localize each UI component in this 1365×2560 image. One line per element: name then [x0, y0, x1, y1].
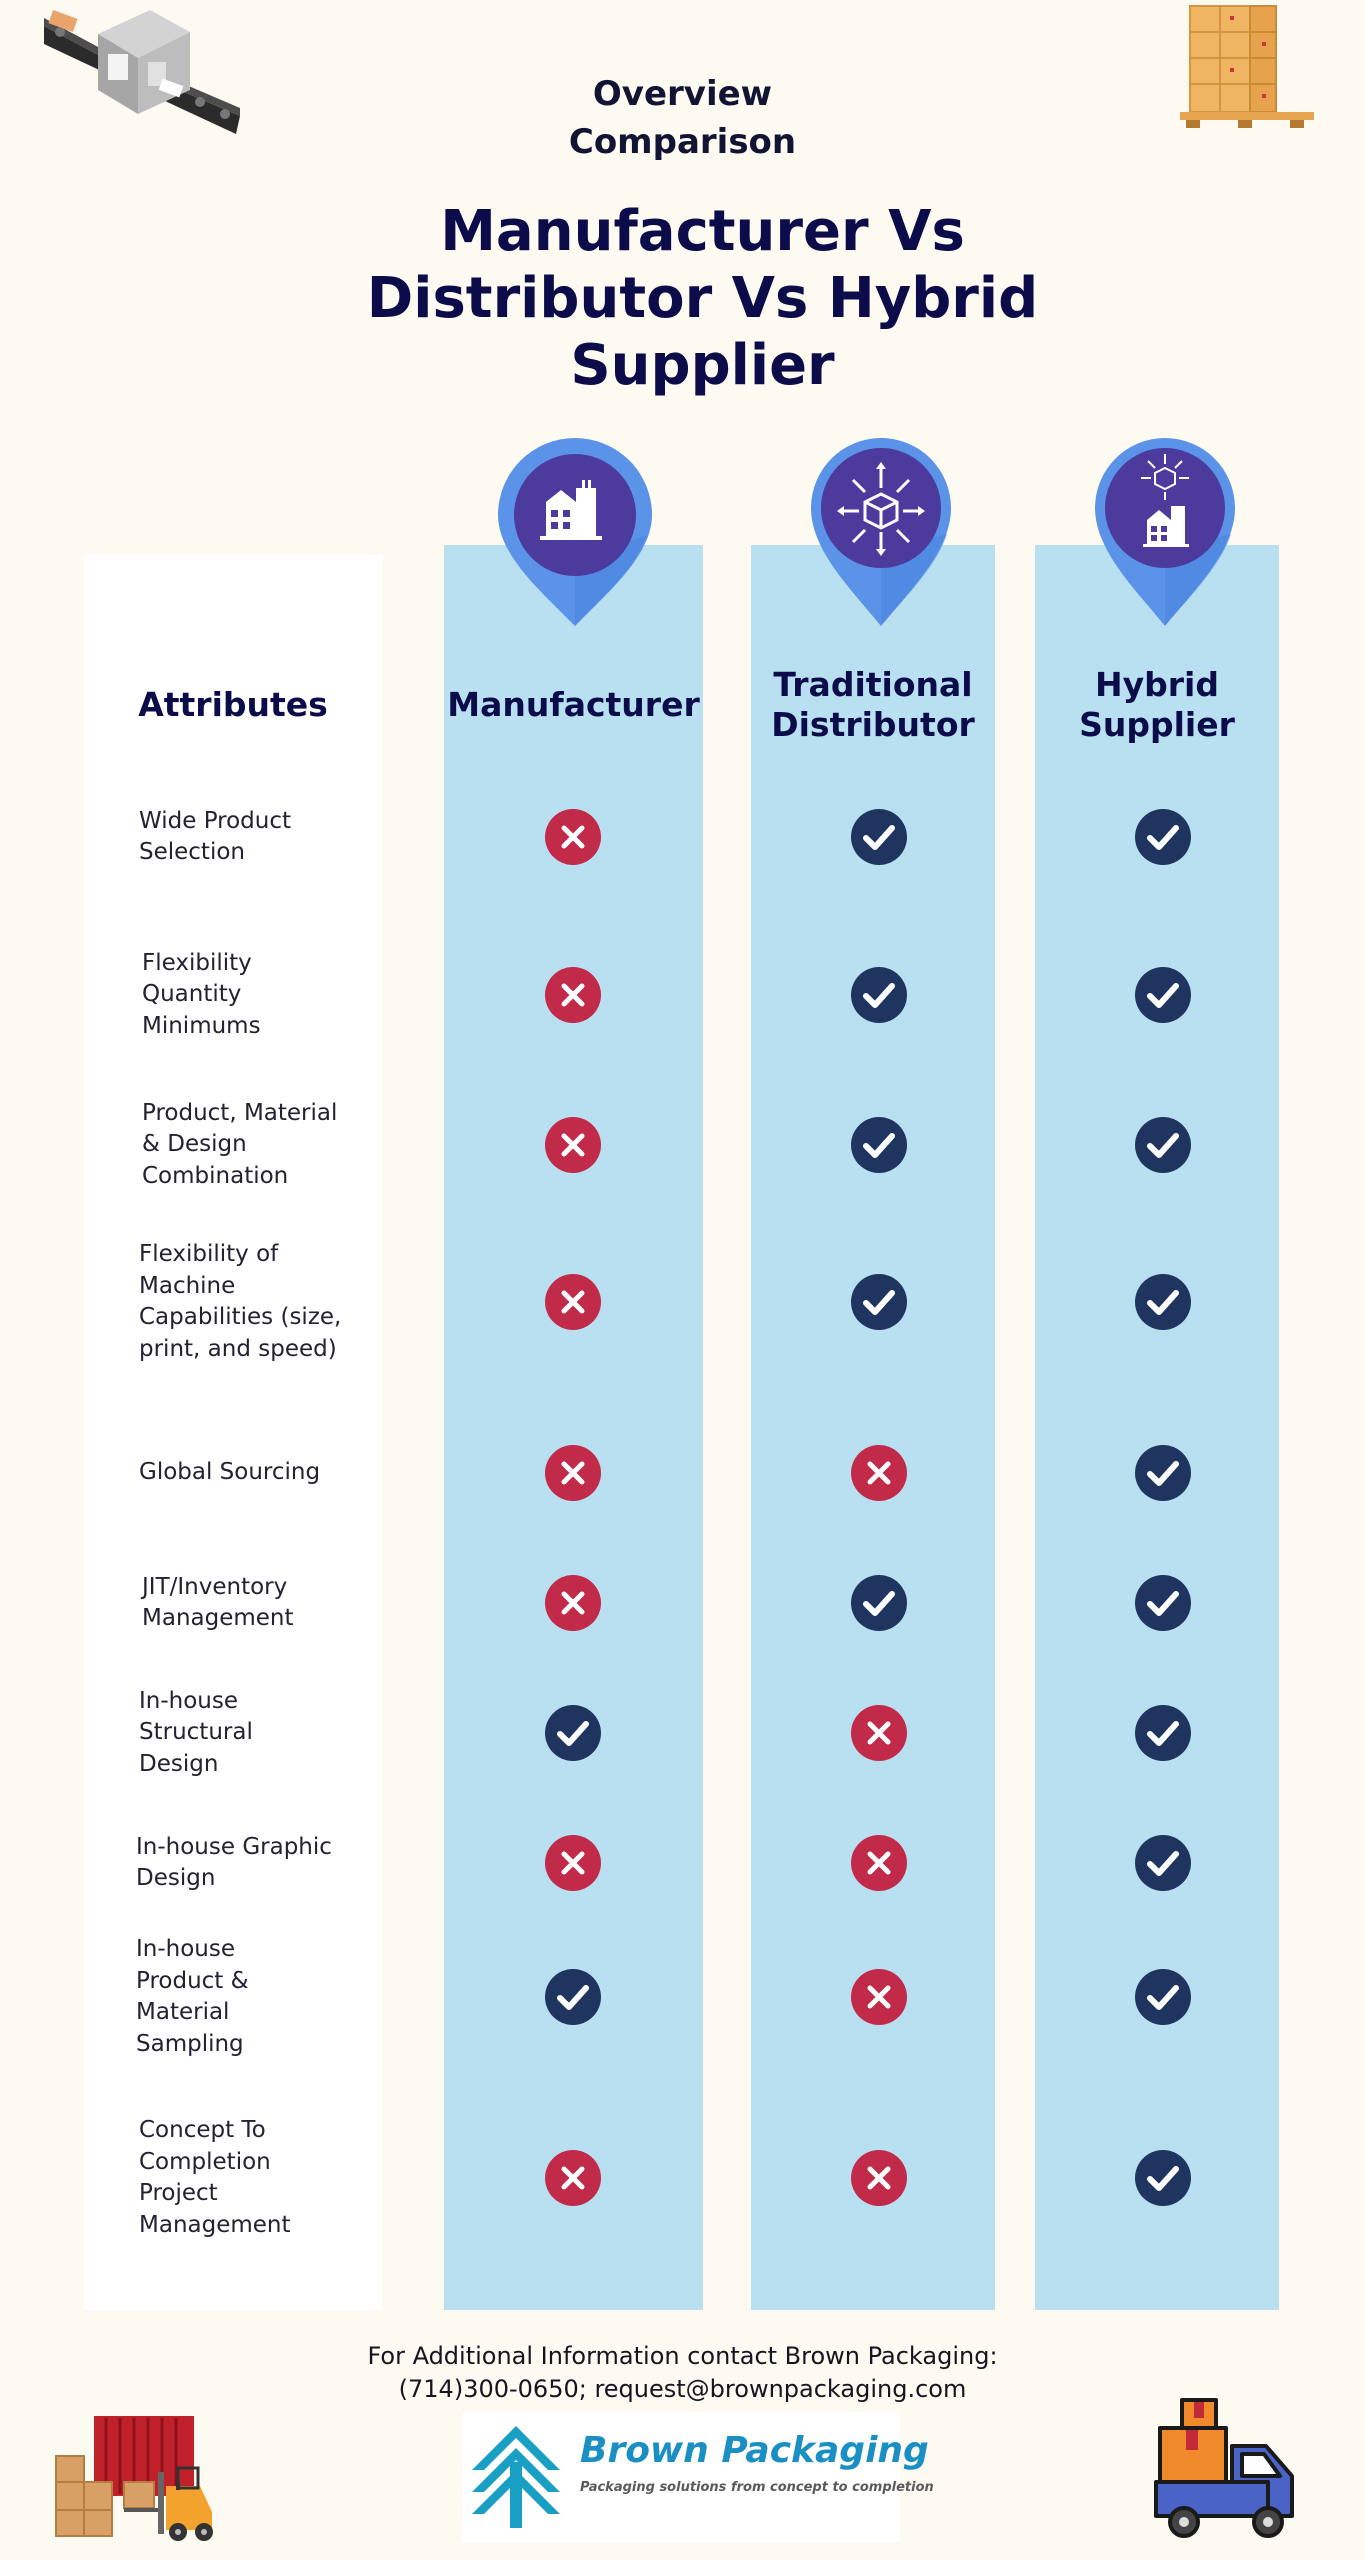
cross-icon: [851, 1445, 907, 1501]
check-icon: [851, 967, 907, 1023]
warehouse-forklift-icon: [55, 2416, 213, 2541]
cross-icon: [851, 2150, 907, 2206]
check-icon: [1135, 2150, 1191, 2206]
attribute-label: Product, Material & Design Combination: [142, 1098, 372, 1193]
attribute-label: In-house Structural Design: [139, 1686, 369, 1781]
title-line: Distributor Vs Hybrid: [366, 266, 1039, 331]
attribute-label-line: Management: [142, 1605, 294, 1631]
cross-icon: [851, 1705, 907, 1761]
attribute-label-line: Wide Product: [139, 807, 292, 834]
attribute-label: Flexibility of Machine Capabilities (size,…: [139, 1239, 369, 1365]
check-icon: [1135, 809, 1191, 865]
attribute-label: Global Sourcing: [139, 1457, 369, 1489]
attribute-label-line: print, and speed): [139, 1335, 337, 1362]
attribute-label-line: Flexibility: [142, 949, 252, 976]
check-icon: [1135, 1969, 1191, 2025]
attribute-label-line: Design: [139, 1750, 219, 1777]
cross-icon: [545, 2150, 601, 2206]
manufacturer-header: Manufacturer: [444, 685, 703, 725]
attribute-label-line: & Design: [142, 1131, 247, 1158]
hybrid-header: Hybrid Supplier: [1035, 665, 1279, 745]
check-icon: [851, 1274, 907, 1330]
attribute-label-line: Product, Material: [142, 1099, 338, 1126]
distribution-box-icon: [809, 436, 953, 628]
cross-icon: [545, 1117, 601, 1173]
check-icon: [545, 1705, 601, 1761]
distributor-header: Traditional Distributor: [751, 665, 995, 745]
attribute-label-line: Combination: [142, 1162, 289, 1189]
attribute-label-line: Product &: [136, 1967, 249, 1994]
attribute-label-line: Project: [139, 2180, 218, 2206]
title-line: Supplier: [570, 333, 835, 398]
attribute-label-line: Completion: [139, 2148, 271, 2175]
attribute-label: Flexibility Quantity Minimums: [142, 948, 372, 1043]
overline-line: Comparison: [568, 122, 797, 162]
attribute-label-line: In-house Graphic: [136, 1833, 332, 1860]
attribute-label-line: Design: [136, 1865, 216, 1891]
cross-icon: [545, 1445, 601, 1501]
attribute-label-line: Global Sourcing: [139, 1459, 321, 1486]
attribute-label-line: Sampling: [136, 2030, 244, 2057]
attribute-label-line: Flexibility of: [139, 1241, 279, 1267]
attribute-label: Wide Product Selection: [139, 806, 369, 869]
check-icon: [1135, 1575, 1191, 1631]
check-icon: [1135, 1835, 1191, 1891]
contact-line: For Additional Information contact Brown…: [367, 2342, 998, 2370]
attribute-label-line: JIT/Inventory: [142, 1573, 288, 1600]
cross-icon: [545, 1274, 601, 1330]
check-icon: [851, 1575, 907, 1631]
header-line: Manufacturer: [447, 685, 700, 724]
check-icon: [1135, 967, 1191, 1023]
title-line: Manufacturer Vs: [440, 199, 965, 264]
check-icon: [1135, 1445, 1191, 1501]
brown-packaging-arrows-logo: [472, 2426, 560, 2528]
overline-line: Overview: [592, 74, 773, 114]
overview-comparison-label: Overview Comparison: [0, 70, 1365, 166]
contact-line: (714)300-0650; request@brownpackaging.co…: [398, 2375, 967, 2403]
attribute-label: Concept To Completion Project Management: [139, 2115, 369, 2241]
attribute-label: In-house Graphic Design: [136, 1832, 366, 1895]
attribute-label-line: In-house: [136, 1936, 236, 1962]
attributes-header: Attributes: [138, 685, 328, 724]
attribute-label-line: Structural: [139, 1719, 253, 1746]
header-line: Hybrid: [1095, 665, 1219, 704]
factory-icon: [496, 436, 654, 628]
check-icon: [545, 1969, 601, 2025]
check-icon: [851, 809, 907, 865]
cross-icon: [545, 1835, 601, 1891]
attribute-label-line: In-house: [139, 1687, 239, 1714]
attribute-label: JIT/Inventory Management: [142, 1572, 372, 1635]
contact-info: For Additional Information contact Brown…: [0, 2340, 1365, 2406]
header-line: Distributor: [771, 705, 975, 744]
check-icon: [851, 1117, 907, 1173]
attribute-label-line: Concept To: [139, 2117, 266, 2143]
check-icon: [1135, 1274, 1191, 1330]
hybrid-supply-icon: [1093, 436, 1237, 628]
cross-icon: [851, 1835, 907, 1891]
check-icon: [1135, 1705, 1191, 1761]
header-line: Traditional: [773, 665, 973, 704]
logo-name: Brown Packaging: [580, 2430, 929, 2471]
pallet-boxes-icon: [1180, 5, 1314, 128]
header-line: Supplier: [1079, 705, 1235, 744]
attribute-label-line: Management: [139, 2211, 291, 2238]
attribute-label-line: Material: [136, 1999, 230, 2025]
attribute-label-line: Quantity: [142, 981, 242, 1008]
cross-icon: [851, 1969, 907, 2025]
attribute-label-line: Machine: [139, 1272, 236, 1299]
cross-icon: [545, 809, 601, 865]
attribute-label-line: Minimums: [142, 1012, 261, 1039]
attribute-label-line: Selection: [139, 839, 245, 865]
brown-packaging-logo: Brown Packaging Packaging solutions from…: [462, 2412, 934, 2542]
delivery-truck-icon: [1154, 2398, 1294, 2538]
attribute-label-line: Capabilities (size,: [139, 1304, 342, 1330]
attributes-panel: [84, 555, 382, 2310]
attribute-label: In-house Product & Material Sampling: [136, 1934, 366, 2060]
cross-icon: [545, 967, 601, 1023]
check-icon: [1135, 1117, 1191, 1173]
page-title: Manufacturer Vs Distributor Vs Hybrid Su…: [330, 198, 1075, 399]
conveyor-machine-icon: [44, 9, 240, 134]
cross-icon: [545, 1575, 601, 1631]
logo-tagline: Packaging solutions from concept to comp…: [580, 2480, 934, 2495]
